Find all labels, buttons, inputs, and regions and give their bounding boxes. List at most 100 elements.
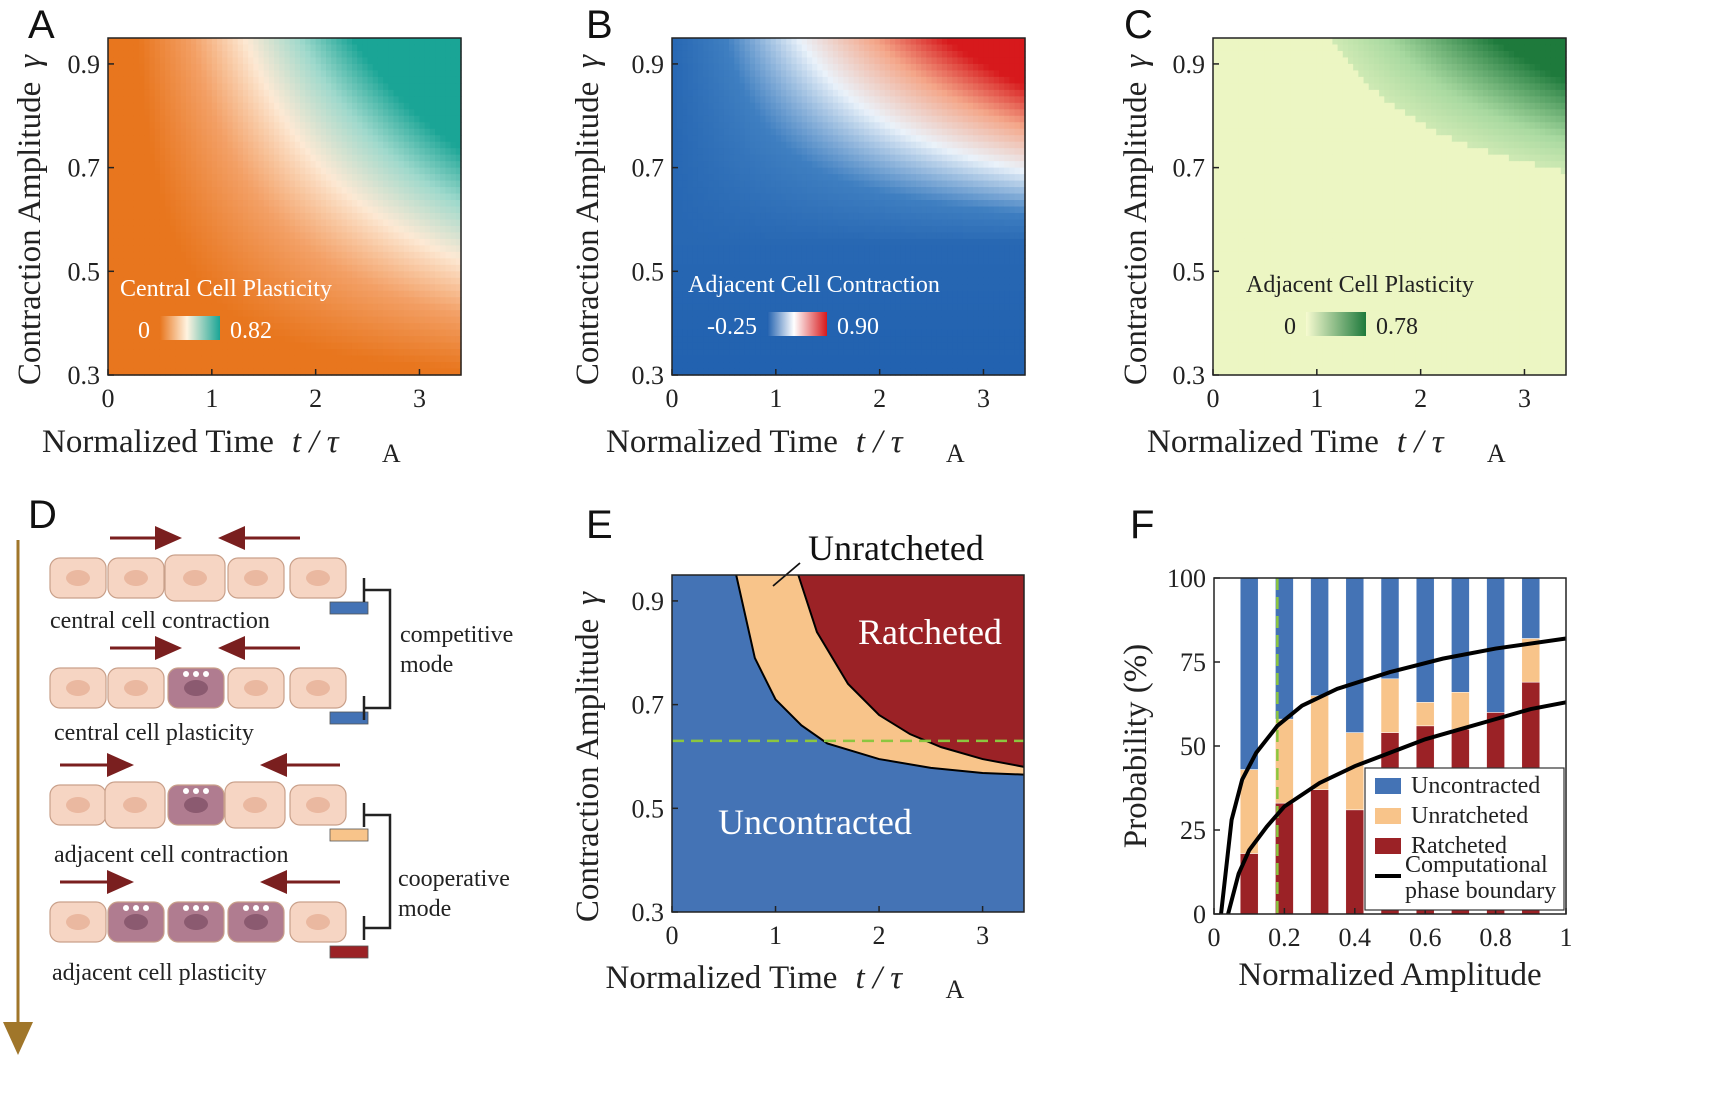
- heatmap-cell: [455, 342, 462, 350]
- heatmap-cell: [139, 50, 145, 59]
- heatmap-cell: [723, 290, 730, 298]
- heatmap-cell: [227, 44, 234, 52]
- heatmap-cell: [393, 251, 400, 259]
- heatmap-cell: [450, 135, 457, 143]
- heatmap-cell: [331, 232, 338, 240]
- heatmap-cell: [744, 368, 751, 376]
- heatmap-cell: [113, 303, 119, 311]
- heatmap-cell: [806, 50, 813, 59]
- heatmap-cell: [294, 290, 301, 298]
- heatmap-cell: [113, 271, 119, 279]
- heatmap-cell: [445, 135, 452, 143]
- heatmap-cell: [201, 264, 208, 272]
- heatmap-cell: [377, 193, 384, 201]
- heatmap-cell: [372, 225, 379, 234]
- y-tick-label: 0.3: [68, 361, 101, 390]
- heatmap-cell: [445, 122, 452, 130]
- heatmap-cell: [346, 63, 353, 71]
- heatmap-cell: [765, 200, 772, 208]
- heatmap-cell: [123, 193, 130, 201]
- heatmap-cell: [315, 57, 322, 65]
- heatmap-cell: [749, 96, 756, 104]
- heatmap-cell: [274, 154, 280, 162]
- heatmap-cell: [263, 232, 270, 240]
- heatmap-cell: [424, 310, 431, 318]
- heatmap-cell: [367, 232, 374, 240]
- heatmap-cell: [765, 44, 772, 52]
- heatmap-cell: [435, 38, 441, 46]
- heatmap-cell: [165, 271, 171, 279]
- heatmap-cell: [718, 297, 725, 305]
- heatmap-cell: [315, 284, 322, 292]
- heatmap-cell: [393, 50, 400, 59]
- heatmap-cell: [677, 122, 683, 130]
- heatmap-cell: [118, 368, 125, 376]
- heatmap-cell: [786, 128, 792, 136]
- heatmap-cell: [320, 167, 327, 175]
- panel-label-c: C: [1124, 3, 1153, 47]
- heatmap-cell: [440, 206, 447, 214]
- heatmap-cell: [796, 212, 803, 221]
- heatmap-cell: [242, 180, 249, 188]
- heatmap-cell: [760, 96, 767, 104]
- heatmap-cell: [336, 264, 343, 272]
- heatmap-cell: [159, 264, 166, 272]
- heatmap-cell: [274, 219, 280, 227]
- heatmap-cell: [211, 109, 218, 117]
- heatmap-cell: [170, 232, 177, 240]
- heatmap-cell: [419, 102, 426, 110]
- heatmap-cell: [791, 212, 798, 221]
- heatmap-cell: [315, 76, 322, 84]
- heatmap-cell: [744, 38, 751, 46]
- heatmap-cell: [258, 212, 265, 221]
- heatmap-cell: [315, 206, 322, 214]
- heatmap-cell: [123, 316, 130, 324]
- heatmap-cell: [812, 148, 818, 156]
- heatmap-cell: [419, 297, 426, 305]
- heatmap-cell: [429, 76, 436, 84]
- heatmap-cell: [227, 154, 234, 162]
- heatmap-cell: [760, 310, 767, 318]
- heatmap-cell: [424, 109, 431, 117]
- heatmap-cell: [310, 148, 317, 156]
- heatmap-cell: [336, 76, 343, 84]
- heatmap-cell: [403, 154, 410, 162]
- heatmap-cell: [320, 336, 327, 344]
- heatmap-cell: [294, 251, 301, 259]
- heatmap-cell: [791, 349, 798, 357]
- heatmap-cell: [672, 70, 678, 78]
- heatmap-cell: [154, 316, 161, 324]
- heatmap-cell: [409, 206, 415, 214]
- heatmap-cell: [440, 128, 447, 136]
- heatmap-cell: [305, 96, 312, 104]
- heatmap-cell: [414, 245, 421, 253]
- heatmap-cell: [362, 225, 369, 234]
- heatmap-cell: [217, 219, 223, 227]
- heatmap-cell: [403, 44, 410, 52]
- heatmap-cell: [211, 303, 218, 311]
- heatmap-cell: [217, 83, 223, 91]
- heatmap-cell: [749, 76, 756, 84]
- heatmap-cell: [713, 200, 720, 208]
- heatmap-cell: [242, 174, 249, 182]
- heatmap-cell: [409, 238, 415, 246]
- heatmap-cell: [274, 368, 280, 376]
- heatmap-cell: [294, 258, 301, 266]
- heatmap-cell: [362, 258, 369, 266]
- heatmap-cell: [232, 135, 239, 143]
- heatmap-cell: [455, 200, 462, 208]
- heatmap-cell: [346, 70, 353, 78]
- heatmap-cell: [315, 193, 322, 201]
- heatmap-cell: [403, 264, 410, 272]
- heatmap-cell: [796, 115, 803, 123]
- heatmap-cell: [165, 44, 171, 52]
- heatmap-cell: [206, 128, 213, 136]
- heatmap-cell: [713, 362, 720, 370]
- heatmap-cell: [326, 342, 332, 350]
- heatmap-cell: [687, 323, 694, 331]
- heatmap-cell: [310, 232, 317, 240]
- heatmap-cell: [227, 57, 234, 65]
- heatmap-cell: [144, 355, 151, 363]
- heatmap-cell: [440, 200, 447, 208]
- heatmap-cell: [206, 89, 213, 97]
